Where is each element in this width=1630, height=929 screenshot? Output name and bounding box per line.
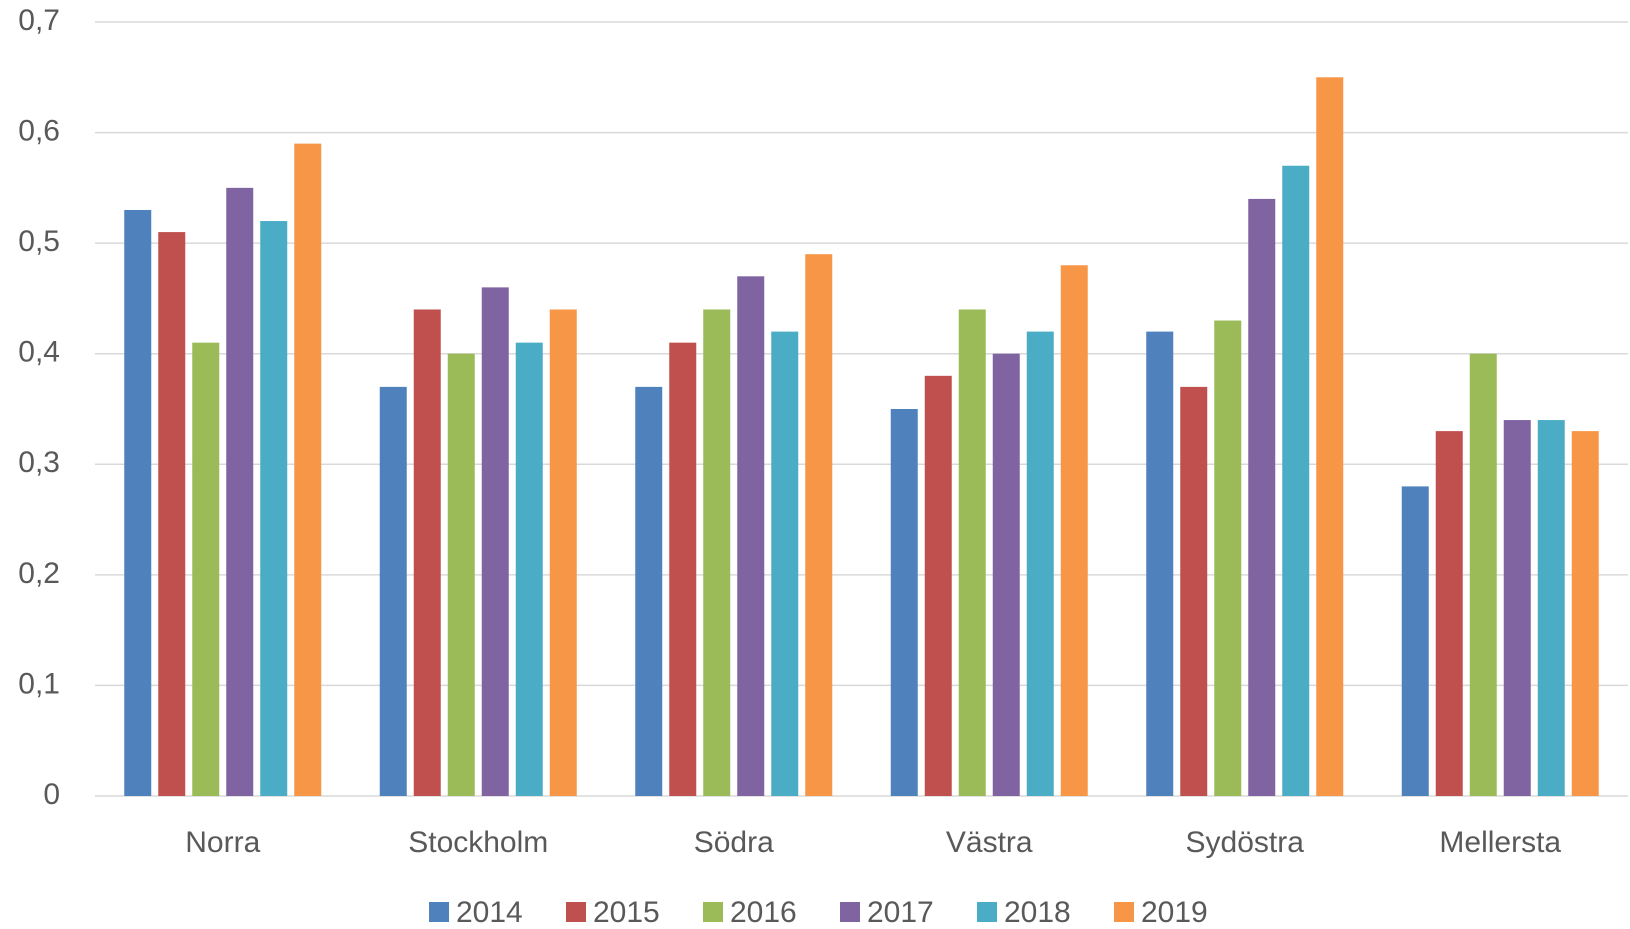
x-tick-label: Sydöstra — [1186, 826, 1305, 859]
bar — [1537, 420, 1565, 796]
bar — [379, 386, 407, 796]
legend-swatch — [977, 902, 997, 922]
legend-label: 2015 — [593, 896, 660, 929]
bar — [703, 309, 731, 796]
y-tick-label: 0,1 — [18, 667, 60, 700]
legend-label: 2016 — [730, 896, 797, 929]
bar — [294, 143, 322, 797]
bar — [1026, 331, 1054, 796]
x-tick-label: Norra — [185, 826, 260, 859]
x-tick-label: Stockholm — [408, 826, 548, 859]
y-tick-label: 0 — [43, 778, 60, 811]
y-tick-label: 0,4 — [18, 336, 60, 369]
legend-swatch — [429, 902, 449, 922]
legend-label: 2018 — [1004, 896, 1071, 929]
bar — [737, 276, 765, 796]
bar — [192, 342, 220, 796]
bar — [1282, 165, 1310, 796]
bar — [992, 353, 1020, 796]
legend-label: 2014 — [456, 896, 523, 929]
bar — [1214, 320, 1242, 796]
bar — [669, 342, 697, 796]
bar — [1248, 198, 1276, 796]
bar — [260, 221, 288, 796]
y-tick-label: 0,2 — [18, 557, 60, 590]
bar — [549, 309, 577, 796]
bar — [1435, 431, 1463, 796]
legend-swatch — [840, 902, 860, 922]
bar — [447, 353, 475, 796]
y-tick-label: 0,3 — [18, 446, 60, 479]
legend-label: 2017 — [867, 896, 934, 929]
bar — [413, 309, 441, 796]
bar — [924, 375, 952, 796]
x-tick-label: Mellersta — [1439, 826, 1561, 859]
bar — [958, 309, 986, 796]
bar — [1401, 486, 1429, 796]
legend-swatch — [566, 902, 586, 922]
y-tick-label: 0,7 — [18, 4, 60, 37]
bar — [1571, 431, 1599, 796]
bar — [1060, 265, 1088, 796]
y-tick-label: 0,6 — [18, 114, 60, 147]
bar — [805, 254, 833, 796]
bar — [1180, 386, 1208, 796]
y-tick-label: 0,5 — [18, 225, 60, 258]
bar — [890, 409, 918, 796]
bar — [515, 342, 543, 796]
bar — [481, 287, 509, 796]
x-tick-label: Södra — [694, 826, 774, 859]
bar — [1146, 331, 1174, 796]
legend-swatch — [1114, 902, 1134, 922]
x-tick-label: Västra — [946, 826, 1033, 859]
bar — [226, 187, 254, 796]
bar — [1316, 77, 1344, 797]
bar — [1469, 353, 1497, 796]
bar — [158, 232, 186, 797]
legend-label: 2019 — [1141, 896, 1208, 929]
bar — [124, 209, 152, 796]
bar — [1503, 420, 1531, 796]
bar — [635, 386, 663, 796]
bar — [771, 331, 799, 796]
legend-swatch — [703, 902, 723, 922]
